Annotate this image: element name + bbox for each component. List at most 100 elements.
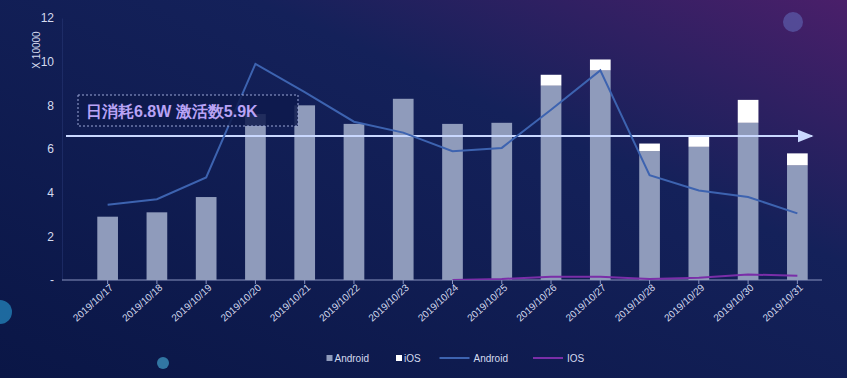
bar [541, 75, 562, 86]
bar [97, 216, 118, 217]
bar [491, 122, 512, 123]
bar [688, 137, 709, 147]
bar [393, 98, 414, 99]
bar [344, 124, 365, 280]
y-tick-label: 8 [47, 99, 54, 113]
legend-label: Android [335, 353, 369, 364]
x-tick: 2019/10/28 [613, 280, 658, 324]
x-tick-label: 2019/10/29 [662, 282, 707, 324]
bar [787, 165, 808, 280]
x-tick: 2019/10/30 [711, 280, 756, 324]
x-tick: 2019/10/26 [514, 280, 559, 324]
x-tick-label: 2019/10/19 [169, 282, 214, 324]
bar [738, 123, 759, 280]
x-tick: 2019/10/20 [219, 280, 264, 324]
x-tick-label: 2019/10/20 [219, 282, 264, 324]
x-tick: 2019/10/21 [268, 280, 313, 324]
y-tick-label: 10 [41, 55, 55, 69]
bar [442, 123, 463, 124]
y-tick: 12 [41, 11, 62, 25]
bar [245, 114, 266, 280]
bar [147, 212, 168, 280]
x-tick-label: 2019/10/28 [613, 282, 658, 324]
line [108, 64, 798, 214]
legend-item: iOS [396, 353, 421, 364]
bar [639, 151, 660, 280]
y-axis-line [62, 19, 63, 281]
x-tick: 2019/10/23 [366, 280, 411, 324]
x-tick-label: 2019/10/17 [71, 282, 116, 324]
y-axis: - 2 4 6 8 10 12 [41, 11, 63, 287]
line [453, 275, 798, 280]
x-tick-label: 2019/10/27 [563, 282, 608, 324]
bar [639, 144, 660, 152]
y-tick-label: 4 [47, 186, 54, 200]
background [0, 0, 847, 378]
x-tick-label: 2019/10/31 [760, 282, 805, 324]
bar [97, 217, 118, 280]
annotation-text: 日消耗6.8W 激活数5.9K [86, 103, 258, 120]
y-tick-label: 2 [47, 230, 54, 244]
x-tick-label: 2019/10/25 [465, 282, 510, 324]
x-tick: 2019/10/22 [317, 280, 362, 324]
y-tick: 8 [47, 99, 62, 113]
decoration [0, 300, 12, 324]
bar-series [541, 59, 808, 165]
x-tick: 2019/10/18 [120, 280, 165, 324]
annotation-box [78, 95, 298, 126]
bar [147, 212, 168, 213]
legend-symbol [327, 355, 333, 361]
legend-label: Android [474, 353, 508, 364]
legend-symbol [440, 357, 470, 359]
x-tick-label: 2019/10/18 [120, 282, 165, 324]
y-tick-label: 6 [47, 142, 54, 156]
x-tick: 2019/10/25 [465, 280, 510, 324]
annotation: 日消耗6.8W 激活数5.9K [78, 95, 298, 126]
legend-item: Android [327, 353, 369, 364]
x-tick-label: 2019/10/24 [416, 282, 461, 324]
legend: Android iOS Android IOS [327, 353, 585, 364]
x-tick: 2019/10/24 [416, 280, 461, 324]
y-tick: 6 [47, 142, 62, 156]
legend-label: IOS [567, 353, 585, 364]
bar [590, 70, 611, 280]
y-tick: 4 [47, 186, 62, 200]
bar [688, 147, 709, 280]
y-tick-label: - [50, 273, 54, 287]
bar [393, 99, 414, 280]
legend-label: iOS [404, 353, 421, 364]
legend-item: Android [440, 353, 508, 364]
x-tick: 2019/10/29 [662, 280, 707, 324]
bar [738, 100, 759, 123]
y-axis-title: X 10000 [31, 31, 42, 69]
bar [442, 124, 463, 280]
bar [294, 105, 315, 280]
y-tick: - [50, 273, 62, 287]
decoration [783, 12, 803, 32]
x-tick-label: 2019/10/21 [268, 282, 313, 324]
decoration [157, 357, 169, 369]
x-tick: 2019/10/17 [71, 280, 116, 324]
x-tick-label: 2019/10/26 [514, 282, 559, 324]
bar [491, 123, 512, 280]
x-tick-label: 2019/10/23 [366, 282, 411, 324]
x-tick-label: 2019/10/30 [711, 282, 756, 324]
y-tick: 10 [41, 55, 62, 69]
plot-area [66, 59, 812, 280]
y-tick: 2 [47, 230, 62, 244]
legend-symbol [533, 357, 563, 359]
reference-line [66, 135, 812, 137]
bar [787, 153, 808, 165]
y-tick-label: 12 [41, 11, 55, 25]
x-tick: 2019/10/31 [760, 280, 805, 324]
x-tick: 2019/10/27 [563, 280, 608, 324]
bar [196, 197, 217, 280]
x-tick-label: 2019/10/22 [317, 282, 362, 324]
bar [590, 59, 611, 70]
bar [196, 197, 217, 198]
chart: -24681012X 100002019/10/172019/10/182019… [0, 0, 847, 378]
x-tick: 2019/10/19 [169, 280, 214, 324]
legend-item: IOS [533, 353, 585, 364]
x-axis: 2019/10/172019/10/182019/10/192019/10/20… [62, 280, 822, 324]
legend-symbol [396, 355, 402, 361]
